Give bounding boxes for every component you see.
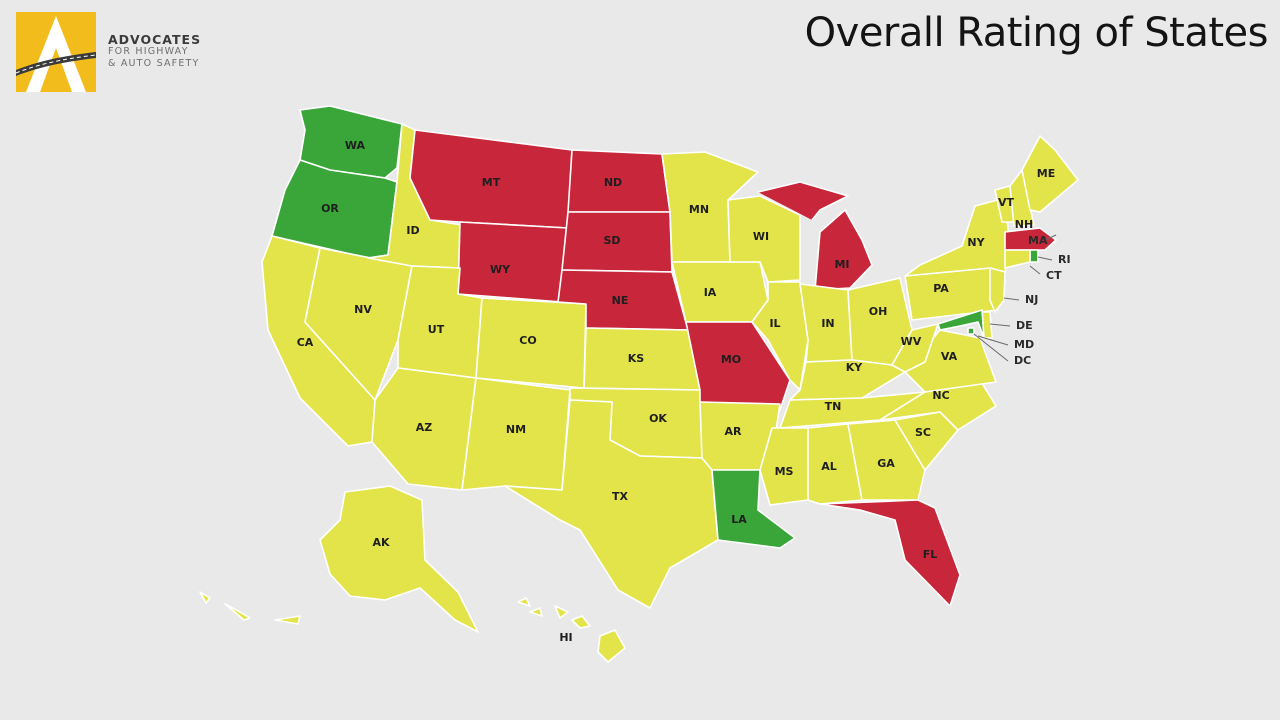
advocates-logo: ADVOCATES FOR HIGHWAY & AUTO SAFETY — [16, 12, 216, 94]
state-label-mi: MI — [834, 258, 849, 271]
logo-wordmark: ADVOCATES FOR HIGHWAY & AUTO SAFETY — [108, 32, 202, 70]
page-title: Overall Rating of States — [804, 10, 1269, 56]
state-label-sc: SC — [915, 426, 931, 439]
state-hi — [597, 629, 626, 663]
logo-line-3: & AUTO SAFETY — [108, 58, 200, 69]
state-label-nc: NC — [932, 389, 949, 402]
state-label-nj: NJ — [1025, 293, 1038, 306]
state-tx — [504, 399, 719, 609]
state-nh — [1009, 169, 1035, 227]
state-label-nd: ND — [604, 176, 622, 189]
state-label-wy: WY — [490, 263, 511, 276]
state-label-or: OR — [321, 202, 339, 215]
state-label-id: ID — [406, 224, 419, 237]
state-label-mt: MT — [482, 176, 501, 189]
state-label-in: IN — [821, 317, 834, 330]
state-label-ri: RI — [1058, 253, 1071, 266]
state-label-dc: DC — [1014, 354, 1031, 367]
logo-line-2: FOR HIGHWAY — [108, 46, 189, 57]
state-label-wv: WV — [901, 335, 922, 348]
state-ia — [671, 261, 769, 323]
state-ny — [904, 197, 1011, 277]
state-label-va: VA — [941, 350, 958, 363]
state-ky — [789, 359, 906, 401]
state-hi-island — [571, 615, 591, 629]
state-ga — [847, 419, 926, 501]
state-label-al: AL — [821, 460, 837, 473]
state-ma — [1004, 227, 1057, 251]
state-label-wi: WI — [753, 230, 769, 243]
state-ak-island — [274, 615, 301, 625]
state-label-ar: AR — [725, 425, 743, 438]
state-label-ct: CT — [1046, 269, 1062, 282]
state-ct — [1004, 249, 1031, 269]
state-label-ks: KS — [628, 352, 645, 365]
state-label-az: AZ — [416, 421, 433, 434]
state-wy — [457, 221, 569, 303]
state-label-md: MD — [1014, 338, 1034, 351]
state-ak-island — [224, 603, 251, 621]
state-wi — [727, 195, 801, 283]
state-label-sd: SD — [603, 234, 620, 247]
state-label-tx: TX — [612, 490, 629, 503]
state-label-wa: WA — [345, 139, 366, 152]
leader-line-dc — [973, 333, 1009, 362]
state-dc — [967, 327, 975, 335]
state-label-tn: TN — [825, 400, 842, 413]
state-label-oh: OH — [869, 305, 888, 318]
state-label-de: DE — [1016, 319, 1033, 332]
leader-line-ct — [1029, 265, 1041, 275]
state-label-me: ME — [1037, 167, 1055, 180]
state-label-ca: CA — [297, 336, 314, 349]
state-label-ia: IA — [704, 286, 717, 299]
state-label-nv: NV — [354, 303, 372, 316]
state-label-vt: VT — [998, 196, 1015, 209]
state-fl — [819, 499, 961, 607]
state-label-pa: PA — [933, 282, 949, 295]
state-label-ga: GA — [877, 457, 895, 470]
state-al — [807, 423, 863, 505]
state-ri — [1029, 249, 1039, 263]
state-label-ms: MS — [775, 465, 794, 478]
state-label-ut: UT — [428, 323, 445, 336]
logo-mark-icon — [16, 12, 96, 92]
state-label-la: LA — [731, 513, 747, 526]
state-wv — [891, 323, 939, 373]
state-label-co: CO — [519, 334, 536, 347]
state-me — [1021, 135, 1079, 213]
state-hi-island — [529, 607, 543, 617]
leader-line-de — [989, 323, 1011, 327]
leader-line-ma — [1044, 234, 1057, 241]
state-md — [937, 309, 985, 339]
state-hi-island — [554, 605, 569, 619]
state-label-ky: KY — [846, 361, 864, 374]
state-label-hi: HI — [559, 631, 572, 644]
state-label-mn: MN — [689, 203, 709, 216]
state-label-ny: NY — [967, 236, 985, 249]
leader-line-ri — [1037, 256, 1053, 261]
state-mi — [757, 181, 873, 291]
state-label-ok: OK — [649, 412, 667, 425]
state-ak-island — [199, 591, 211, 604]
state-label-ma: MA — [1028, 234, 1048, 247]
state-label-fl: FL — [923, 548, 938, 561]
logo-line-1: ADVOCATES — [108, 32, 202, 47]
state-label-mo: MO — [721, 353, 741, 366]
state-label-nh: NH — [1015, 218, 1033, 231]
leader-line-md — [977, 335, 1009, 346]
state-nj — [989, 267, 1006, 313]
state-ak — [319, 485, 479, 633]
state-ms — [759, 427, 809, 506]
leader-line-nj — [1003, 297, 1020, 301]
state-label-nm: NM — [506, 423, 526, 436]
state-label-il: IL — [769, 317, 780, 330]
state-label-ak: AK — [372, 536, 390, 549]
state-hi-island — [517, 597, 531, 607]
state-label-ne: NE — [612, 294, 629, 307]
